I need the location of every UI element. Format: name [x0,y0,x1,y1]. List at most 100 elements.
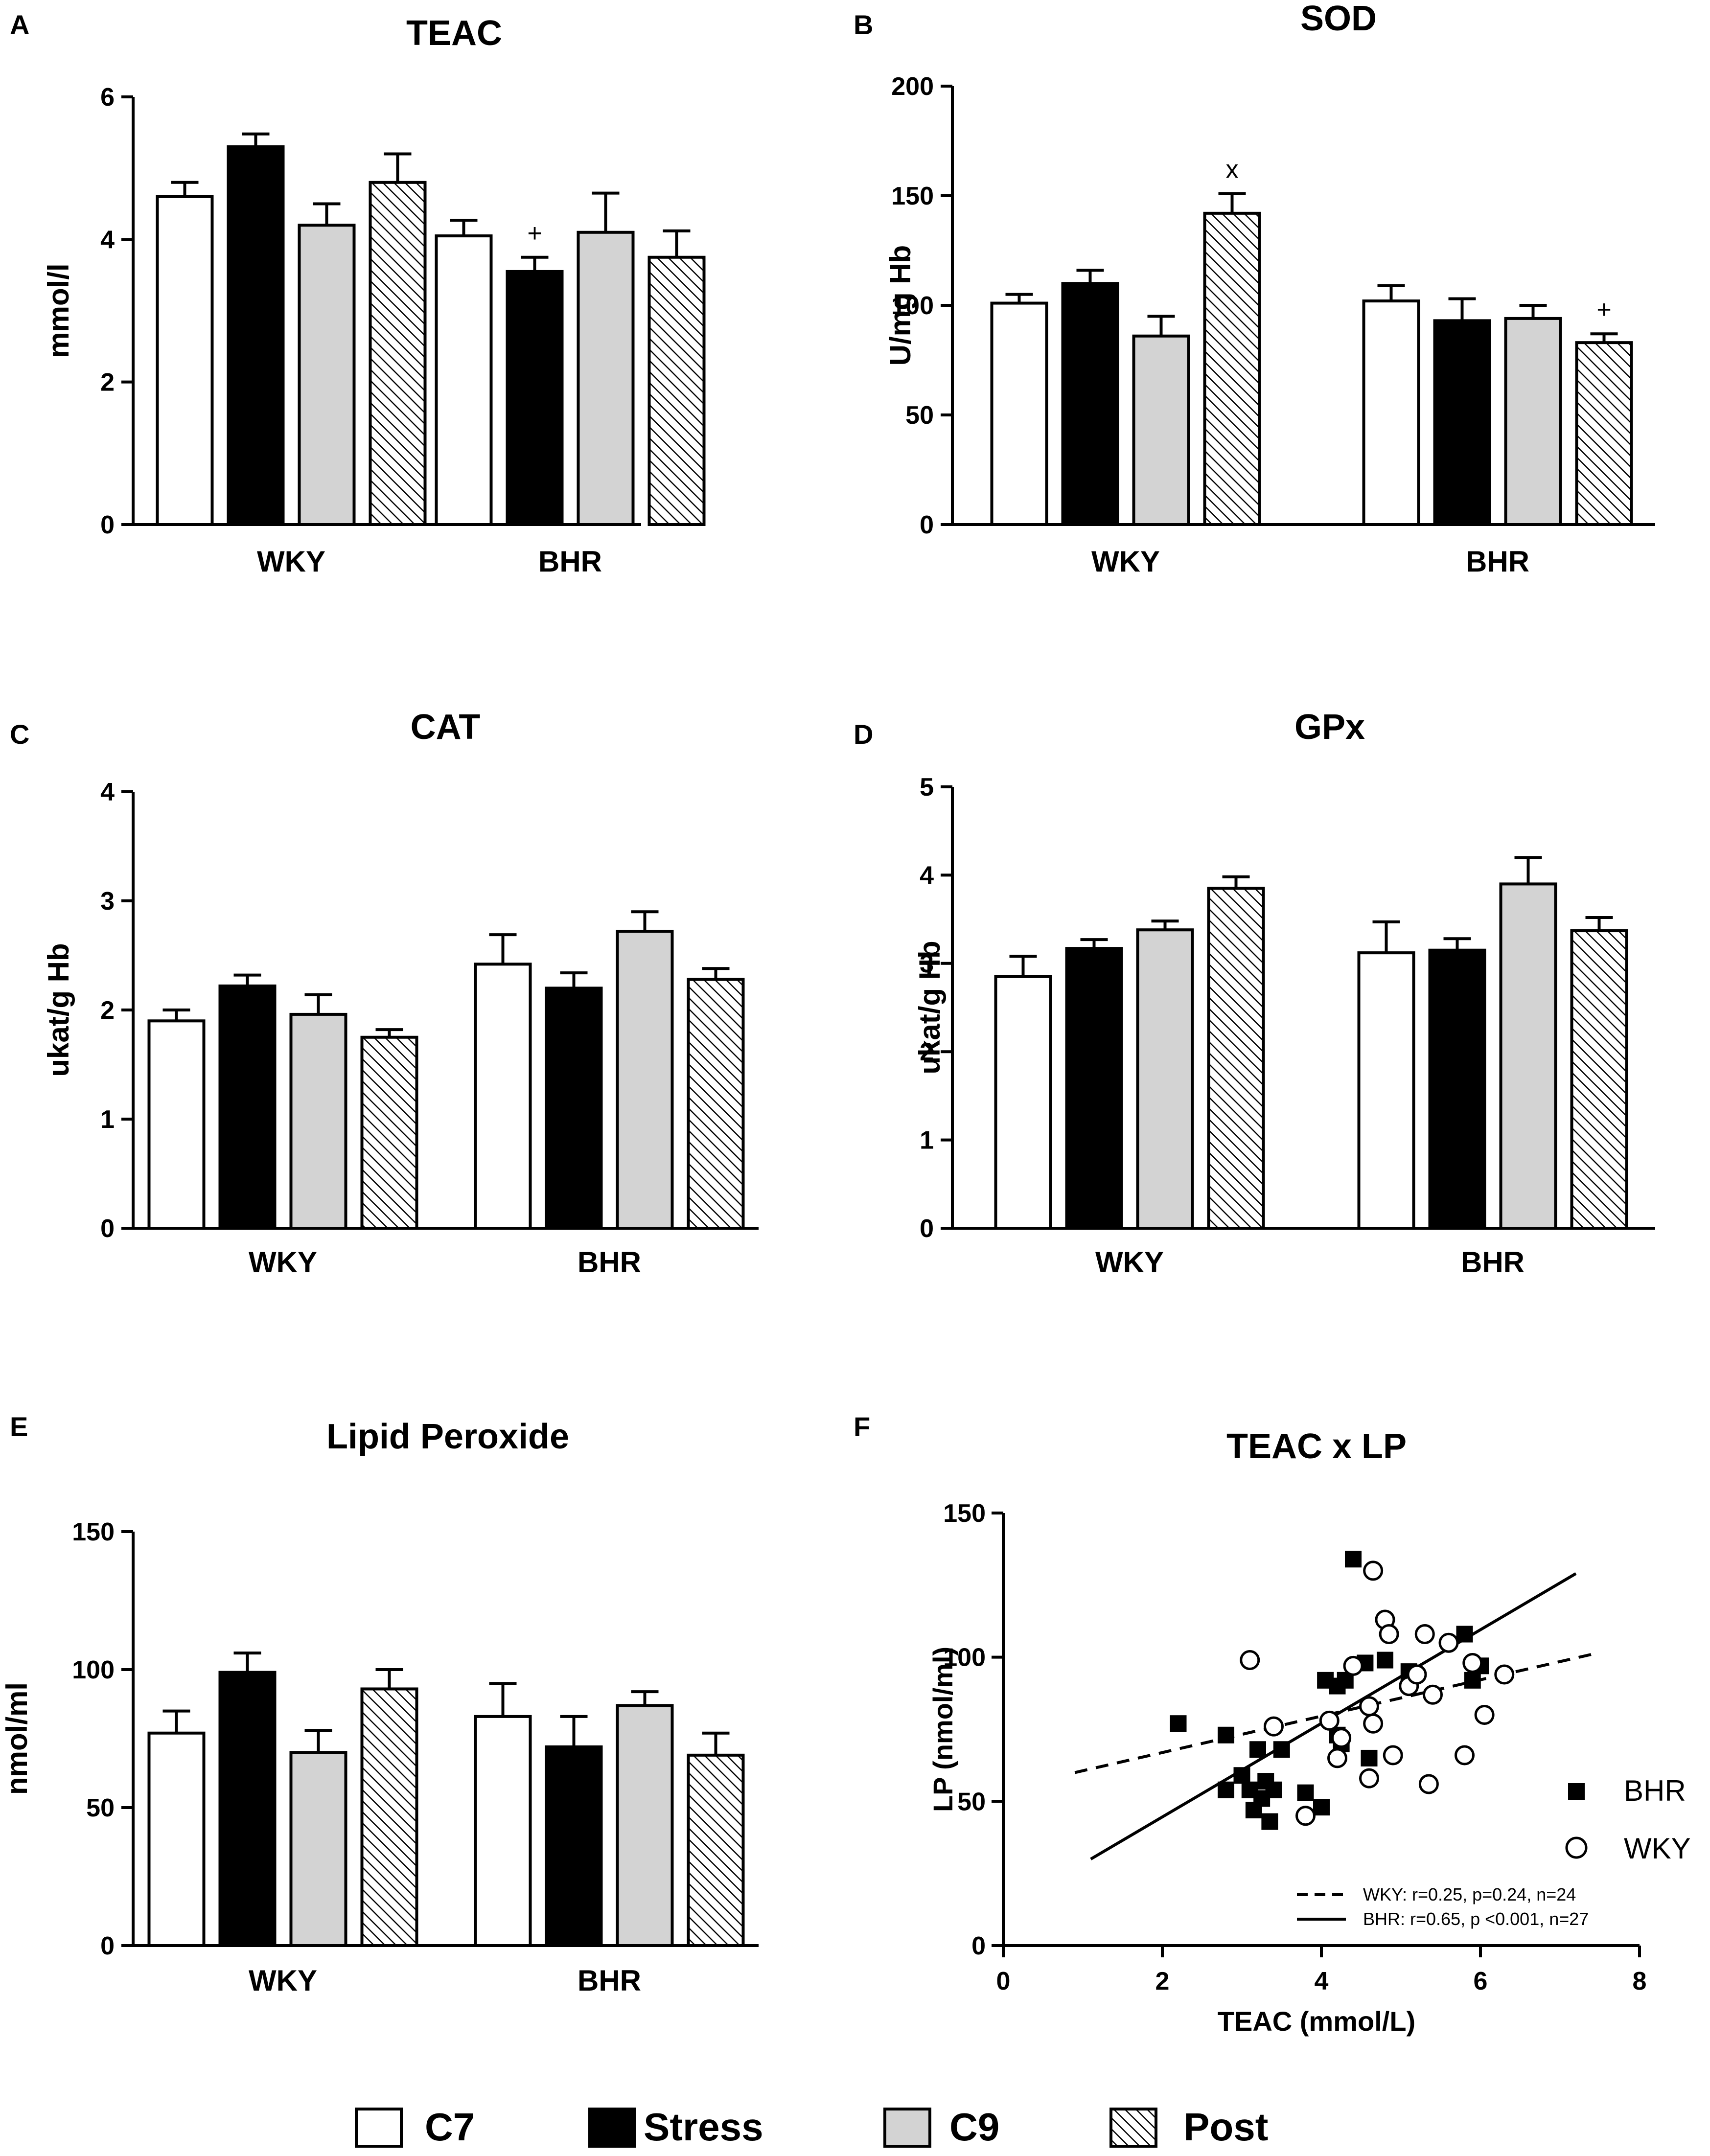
legend-swatch-c7 [355,2108,403,2148]
panel-b: B SOD 0 50 100 150 200 U/mg Hb WKY BHR x + [854,0,1655,578]
bar-post [360,1687,418,1947]
y-tick-label: 100 [72,1656,115,1684]
x-tick-label: 0 [996,1967,1011,1995]
y-tick-label: 0 [920,511,934,539]
point-bhr [1313,1799,1330,1816]
chart-title: GPx [1294,708,1365,747]
y-axis-label: mmol/l [42,263,75,358]
legend-label-bhr: BHR [1624,1774,1686,1807]
chart-title: TEAC x LP [1226,1427,1407,1466]
bar-c7 [474,1715,532,1947]
x-category-label: BHR [538,545,602,578]
legend-label-wky: WKY [1624,1832,1691,1865]
bar-c9 [616,1704,674,1948]
panel-c: C CAT 0 1 2 3 4 ukat/g Hb WKY BHR [10,708,759,1279]
y-axis-label: ukat/g Hb [913,940,946,1074]
y-tick-label: 50 [86,1794,115,1822]
point-bhr [1456,1626,1473,1643]
legend-label-post: Post [1183,2105,1268,2149]
bar-post [1207,887,1265,1230]
chart-title: Lipid Peroxide [326,1417,569,1456]
panel-letter: D [854,719,873,750]
y-tick-label: 6 [100,83,115,112]
panel-letter: A [10,9,29,40]
point-wky [1331,1728,1352,1748]
bar-c7 [990,301,1048,527]
point-wky [1462,1652,1483,1673]
y-tick-label: 2 [100,996,115,1025]
legend-marker-bhr [1568,1783,1585,1800]
point-wky [1240,1650,1260,1671]
y-axis-label: U/mg Hb [884,245,917,366]
significance-mark: + [1596,296,1611,324]
legend-label-stress: Stress [644,2105,763,2149]
bar-post [687,1753,745,1948]
point-wky [1343,1655,1363,1676]
significance-mark: + [527,219,542,248]
bar-post [1203,211,1261,526]
y-tick-label: 2 [920,1038,934,1066]
fit-label-bhr: BHR: r=0.65, p <0.001, n=27 [1363,1909,1589,1929]
y-tick-label: 0 [100,1932,115,1960]
x-category-label: BHR [1461,1246,1525,1279]
y-tick-label: 150 [72,1518,115,1546]
legend-swatch-c9 [883,2108,931,2148]
point-wky [1327,1748,1347,1768]
y-tick-label: 1 [920,1126,934,1155]
bar-post [360,1035,418,1230]
bar-stress [1061,282,1119,526]
bar-c9 [1132,334,1190,526]
y-tick-label: 100 [891,292,934,320]
legend-label-c9: C9 [949,2105,999,2149]
chart-title: SOD [1300,0,1377,38]
y-tick-label: 4 [100,226,115,254]
figure-legend: C7 Stress C9 Post [355,2105,1268,2149]
bar-c7 [435,234,493,526]
point-bhr [1377,1651,1393,1669]
bar-c7 [156,195,214,526]
y-tick-label: 0 [100,511,115,539]
y-tick-label: 150 [891,182,934,210]
bar-c9 [577,230,635,526]
y-tick-label: 4 [920,861,934,890]
x-category-label: WKY [1095,1246,1164,1279]
bar-stress [218,984,277,1230]
bar-stress [227,145,285,526]
bar-stress [1065,947,1123,1230]
panel-f: F TEAC x LP 0 50 100 150 0 2 4 6 8 TEAC (mmol/L) LP … [854,1411,1691,2037]
x-tick-label: 6 [1474,1967,1488,1995]
point-bhr [1273,1741,1290,1758]
bar-c7 [147,1731,206,1947]
bar-c7 [147,1019,206,1230]
bar-c9 [1499,882,1557,1230]
bar-c9 [1136,928,1194,1230]
point-wky [1264,1716,1284,1737]
y-tick-label: 4 [100,778,115,806]
point-wky [1295,1806,1316,1826]
legend-label-c7: C7 [425,2105,475,2149]
y-tick-label: 3 [100,887,115,916]
y-tick-label: 0 [971,1932,986,1960]
point-wky [1363,1713,1384,1734]
panel-letter: F [854,1411,870,1442]
point-wky [1455,1745,1475,1766]
bar-stress [545,1745,603,1947]
y-tick-label: 150 [943,1499,986,1528]
y-tick-label: 50 [957,1788,986,1816]
y-tick-label: 100 [943,1644,986,1672]
x-category-label: WKY [257,545,325,578]
legend-marker-wky [1565,1836,1588,1859]
bar-post [1575,341,1633,526]
bar-stress [506,270,564,526]
bar-c7 [994,975,1052,1230]
legend-swatch-stress [588,2108,636,2148]
point-wky [1494,1664,1515,1685]
x-tick-label: 8 [1633,1967,1647,1995]
panel-d: D GPx 0 1 2 3 4 5 ukat/g Hb WKY BHR [854,708,1655,1279]
y-axis-label: nmol/ml [0,1682,33,1795]
bar-post [369,181,427,526]
point-bhr [1233,1767,1250,1784]
x-category-label: WKY [1091,545,1160,578]
point-bhr [1218,1781,1234,1798]
